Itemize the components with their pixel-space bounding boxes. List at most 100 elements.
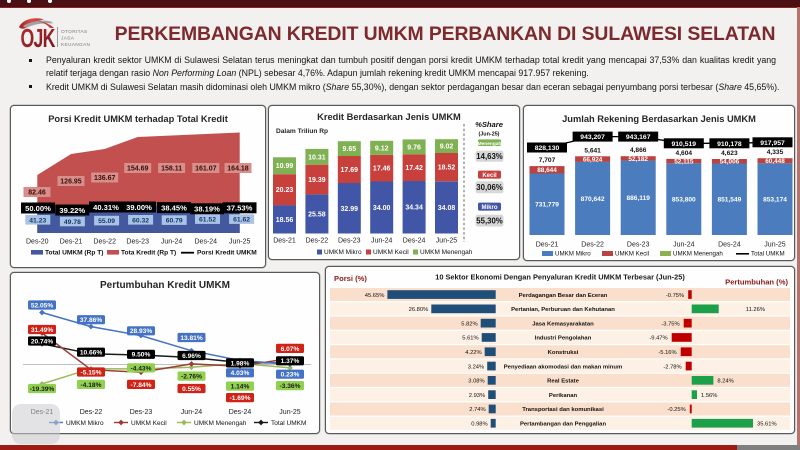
svg-text:0.98%: 0.98% (471, 422, 487, 428)
svg-text:60.32: 60.32 (132, 217, 149, 224)
svg-text:37.86%: 37.86% (80, 317, 103, 324)
svg-text:9.02: 9.02 (440, 144, 454, 151)
svg-text:Mikro: Mikro (481, 205, 497, 211)
svg-text:Pertumbuhan Kredit UMKM: Pertumbuhan Kredit UMKM (100, 280, 230, 291)
svg-text:Porsi (%): Porsi (%) (334, 274, 367, 283)
svg-text:4,335: 4,335 (767, 149, 784, 156)
svg-text:20.23: 20.23 (276, 187, 294, 194)
svg-text:Jun-24: Jun-24 (161, 239, 183, 246)
svg-text:60,448: 60,448 (765, 158, 785, 165)
svg-text:Penyediaan akomodasi dan makan: Penyediaan akomodasi dan makan minum (504, 364, 623, 370)
svg-text:-0.75%: -0.75% (666, 293, 684, 299)
svg-text:UMKM Kecil: UMKM Kecil (373, 249, 409, 256)
svg-text:Des-22: Des-22 (581, 242, 604, 249)
svg-text:7,707: 7,707 (539, 157, 556, 164)
svg-text:UMKM Mikro: UMKM Mikro (324, 249, 362, 256)
svg-text:50.00%: 50.00% (25, 204, 51, 213)
svg-text:61.52: 61.52 (199, 217, 216, 224)
svg-text:Industri Pengolahan: Industri Pengolahan (535, 336, 592, 342)
svg-text:19.39: 19.39 (308, 177, 326, 184)
svg-text:Porsi Kredit UMKM terhadap Tot: Porsi Kredit UMKM terhadap Total Kredit (48, 114, 228, 124)
svg-text:943,167: 943,167 (626, 134, 651, 141)
svg-text:UMKM Menengah: UMKM Menengah (673, 251, 723, 258)
svg-text:Des-23: Des-23 (130, 409, 153, 416)
svg-text:2.74%: 2.74% (469, 407, 485, 413)
svg-text:40.31%: 40.31% (93, 203, 119, 212)
svg-text:6.07%: 6.07% (281, 346, 300, 353)
svg-text:0.23%: 0.23% (281, 372, 300, 379)
svg-text:9.65: 9.65 (342, 146, 356, 153)
svg-text:10.66%: 10.66% (80, 350, 103, 357)
svg-text:8.24%: 8.24% (717, 379, 733, 385)
svg-text:49.78: 49.78 (64, 219, 81, 226)
svg-text:Jun-25: Jun-25 (436, 238, 458, 245)
svg-text:(Jun-25): (Jun-25) (479, 132, 500, 138)
svg-text:18.52: 18.52 (438, 165, 456, 172)
svg-text:4,604: 4,604 (676, 150, 693, 157)
svg-text:-2.76%: -2.76% (181, 374, 202, 381)
svg-text:4.03%: 4.03% (231, 370, 250, 377)
svg-text:Perikanan: Perikanan (549, 393, 578, 399)
svg-text:Jun-24: Jun-24 (181, 409, 203, 416)
svg-text:10 Sektor Ekonomi Dengan Penya: 10 Sektor Ekonomi Dengan Penyaluran Kred… (435, 273, 685, 282)
svg-text:17.69: 17.69 (341, 167, 359, 174)
svg-text:10.99: 10.99 (276, 163, 294, 170)
svg-text:Transportasi dan komunikasi: Transportasi dan komunikasi (522, 407, 604, 413)
svg-text:853,800: 853,800 (672, 197, 696, 204)
svg-text:Total UMKM (Rp T): Total UMKM (Rp T) (45, 250, 103, 257)
svg-text:Total UMKM: Total UMKM (751, 251, 785, 258)
svg-text:Dalam Triliun Rp: Dalam Triliun Rp (276, 128, 328, 135)
svg-text:JASA: JASA (61, 36, 75, 42)
svg-text:35.61%: 35.61% (757, 422, 777, 428)
svg-text:Kecil: Kecil (482, 173, 497, 179)
svg-text:14,63%: 14,63% (476, 152, 503, 161)
svg-text:154.69: 154.69 (127, 166, 149, 173)
svg-text:-2.78%: -2.78% (663, 364, 681, 370)
svg-text:910,519: 910,519 (672, 141, 697, 148)
svg-text:-9.47%: -9.47% (649, 336, 667, 342)
svg-text:UMKM Mikro: UMKM Mikro (66, 420, 104, 427)
svg-text:55.09: 55.09 (98, 218, 115, 225)
svg-text:136.67: 136.67 (94, 175, 116, 182)
svg-text:Jun-25: Jun-25 (279, 409, 301, 416)
svg-text:4,623: 4,623 (721, 150, 738, 157)
svg-text:Pertanian, Perburuan dan Kehut: Pertanian, Perburuan dan Kehutanan (511, 307, 615, 313)
svg-text:39.00%: 39.00% (126, 203, 152, 212)
svg-text:13.81%: 13.81% (180, 335, 203, 342)
svg-text:Des-24: Des-24 (229, 409, 252, 416)
svg-text:-3.75%: -3.75% (661, 321, 679, 327)
svg-text:828,130: 828,130 (535, 145, 560, 152)
svg-text:52.05%: 52.05% (31, 302, 54, 309)
svg-text:Porsi Kredit UMKM: Porsi Kredit UMKM (197, 250, 257, 257)
svg-text:-19.39%: -19.39% (30, 386, 55, 393)
svg-text:66,924: 66,924 (583, 157, 603, 164)
svg-text:Jun-25: Jun-25 (229, 239, 251, 246)
svg-text:886,119: 886,119 (626, 195, 650, 202)
svg-text:Des-24: Des-24 (718, 242, 741, 249)
svg-text:%Share: %Share (475, 120, 504, 129)
svg-text:-5.16%: -5.16% (658, 350, 676, 356)
svg-text:Des-23: Des-23 (126, 239, 149, 246)
svg-text:917,957: 917,957 (760, 140, 785, 147)
svg-text:Total UMKM: Total UMKM (271, 420, 306, 427)
svg-text:5,641: 5,641 (584, 147, 601, 154)
svg-text:Des-24: Des-24 (195, 239, 218, 246)
svg-text:26.80%: 26.80% (409, 307, 429, 313)
svg-text:37.53%: 37.53% (227, 204, 253, 213)
svg-text:Des-22: Des-22 (93, 239, 116, 246)
svg-text:30,06%: 30,06% (476, 183, 503, 192)
svg-text:25.58: 25.58 (308, 211, 326, 218)
svg-text:910,178: 910,178 (717, 141, 742, 148)
svg-text:Real Estate: Real Estate (547, 379, 579, 385)
svg-text:OTORITAS: OTORITAS (61, 29, 87, 35)
svg-text:1.56%: 1.56% (701, 393, 717, 399)
svg-text:UMKM Menengah: UMKM Menengah (194, 420, 247, 427)
svg-text:-5.15%: -5.15% (81, 369, 102, 376)
svg-text:10.31: 10.31 (308, 154, 326, 161)
svg-text:UMKM Menengah: UMKM Menengah (420, 249, 473, 256)
svg-text:Menengah: Menengah (478, 141, 502, 147)
svg-text:853,174: 853,174 (763, 197, 787, 204)
svg-text:38.19%: 38.19% (194, 205, 220, 214)
svg-text:Des-21: Des-21 (273, 238, 296, 245)
svg-text:-0.25%: -0.25% (667, 407, 685, 413)
